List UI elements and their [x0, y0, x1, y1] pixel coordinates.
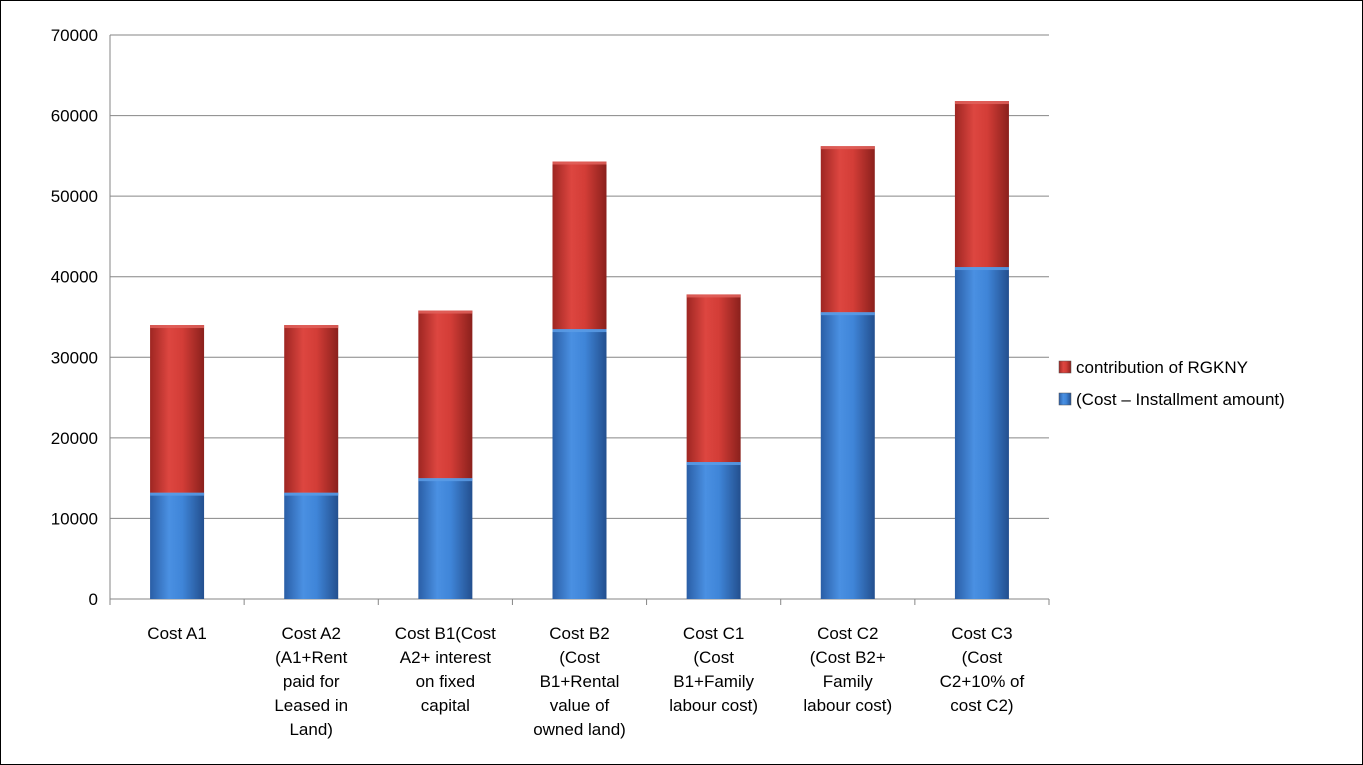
legend-label: contribution of RGKNY — [1076, 358, 1248, 377]
y-tick-label: 10000 — [51, 509, 98, 528]
x-category-label: Cost C1 (Cost B1+Family labour cost) — [669, 624, 758, 715]
bar-segment-cap — [552, 161, 607, 165]
bar-segment-cap — [820, 146, 875, 150]
y-tick-label: 0 — [89, 590, 98, 609]
bar-segment-cap — [686, 294, 741, 298]
y-tick-label: 50000 — [51, 187, 98, 206]
y-tick-label: 40000 — [51, 268, 98, 287]
bar-segment-rgkny-contribution — [552, 161, 607, 330]
bar-segment-cap — [150, 325, 205, 329]
legend-swatch — [1058, 360, 1072, 374]
bar-segment-rgkny-contribution — [820, 146, 875, 313]
bar-segment-rgkny-contribution — [954, 101, 1009, 268]
bar-segment-cap — [284, 492, 339, 496]
bar-segment-cap — [150, 492, 205, 496]
bar-segment-cost-minus-installment — [820, 312, 875, 599]
y-tick-label: 70000 — [51, 26, 98, 45]
x-category-label: Cost A2 (A1+Rent paid for Leased in Land) — [274, 624, 348, 739]
bars — [150, 101, 1009, 599]
bar-segment-rgkny-contribution — [150, 325, 205, 493]
bar-segment-cap — [954, 101, 1009, 105]
bar-segment-rgkny-contribution — [284, 325, 339, 493]
bar-segment-rgkny-contribution — [418, 310, 473, 479]
bar-segment-cap — [820, 312, 875, 316]
bar-segment-cost-minus-installment — [150, 492, 205, 599]
bar-segment-cap — [418, 478, 473, 482]
x-category-label: Cost C3 (Cost C2+10% of cost C2) — [940, 624, 1025, 715]
bar-segment-cap — [686, 462, 741, 466]
y-tick-label: 30000 — [51, 348, 98, 367]
bar-segment-cost-minus-installment — [954, 267, 1009, 599]
legend-swatch — [1058, 392, 1072, 406]
legend-label: (Cost – Installment amount) — [1076, 390, 1285, 409]
x-category-label: Cost C2 (Cost B2+ Family labour cost) — [803, 624, 892, 715]
bar-segment-cap — [284, 325, 339, 329]
bar-segment-cost-minus-installment — [418, 478, 473, 599]
legend: contribution of RGKNY (Cost – Installment… — [1058, 358, 1285, 409]
bar-segment-cap — [954, 267, 1009, 271]
tick-labels: 0 10000 20000 30000 40000 50000 60000 70000 Cost… — [51, 26, 1025, 739]
bar-segment-cost-minus-installment — [686, 462, 741, 599]
x-category-label: Cost B2 (Cost B1+Rental value of owned land) — [533, 624, 626, 739]
y-tick-label: 20000 — [51, 429, 98, 448]
bar-segment-rgkny-contribution — [686, 294, 741, 463]
bar-segment-cost-minus-installment — [284, 492, 339, 599]
bar-segment-cost-minus-installment — [552, 329, 607, 599]
x-category-label: Cost B1(Cost A2+ interest on fixed capital — [395, 624, 496, 715]
y-tick-label: 60000 — [51, 107, 98, 126]
bar-segment-cap — [552, 329, 607, 333]
x-category-label: Cost A1 — [147, 624, 207, 643]
bar-segment-cap — [418, 310, 473, 314]
